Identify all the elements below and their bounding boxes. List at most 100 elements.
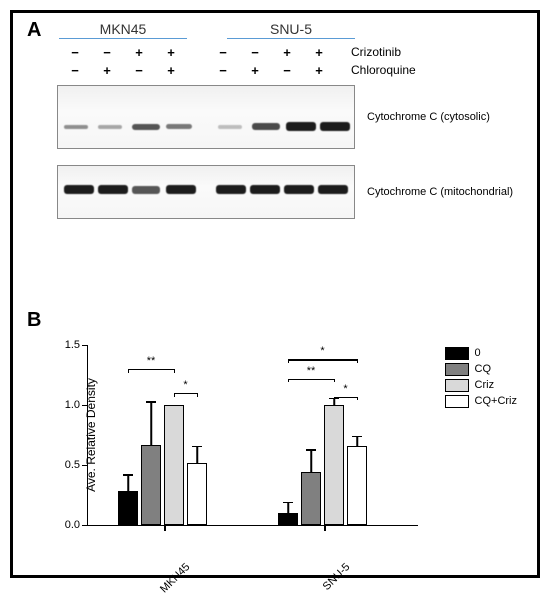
significance-tick	[288, 359, 289, 363]
legend-swatch	[445, 363, 469, 376]
treatment-mark: +	[239, 63, 271, 78]
cell-line-headers: MKN45 SNU-5	[59, 21, 527, 39]
x-tick	[324, 525, 326, 531]
blot-band	[98, 185, 128, 194]
significance-label: *	[176, 379, 196, 391]
significance-line	[174, 393, 197, 394]
western-blot	[57, 85, 355, 149]
blot-band	[320, 122, 350, 131]
blot-band	[318, 185, 348, 194]
blot-band	[216, 185, 246, 194]
blot-row: Cytochrome C (mitochondrial)	[57, 165, 527, 219]
blot-band	[132, 186, 160, 194]
bar	[187, 463, 207, 525]
error-bar	[127, 476, 129, 492]
error-cap	[306, 449, 316, 451]
blot-band	[250, 185, 280, 194]
legend-swatch	[445, 379, 469, 392]
y-tick-label: 1.0	[54, 399, 80, 411]
treatment-mark: −	[207, 45, 239, 60]
western-blot	[57, 165, 355, 219]
y-tick-label: 0.0	[54, 519, 80, 531]
x-tick-label: MKN45	[149, 561, 193, 605]
significance-line	[334, 397, 357, 398]
panel-a: MKN45SNU-5 −−++−−++Crizotinib−+−+−+−+Chl…	[23, 21, 527, 229]
error-cap	[352, 436, 362, 438]
blot-band	[98, 125, 122, 129]
significance-tick	[174, 393, 175, 397]
treatment-header-rows: −−++−−++Crizotinib−+−+−+−+Chloroquine	[59, 43, 527, 79]
legend-label: Criz	[475, 379, 495, 391]
significance-label: **	[301, 365, 321, 377]
significance-tick	[197, 393, 198, 397]
blot-label: Cytochrome C (cytosolic)	[367, 111, 490, 123]
y-tick	[82, 405, 88, 406]
y-tick	[82, 345, 88, 346]
blot-band	[218, 125, 242, 129]
error-cap	[192, 446, 202, 448]
cell-line-header: MKN45	[59, 21, 187, 39]
blot-band	[252, 123, 280, 130]
significance-line	[288, 379, 334, 380]
legend-swatch	[445, 395, 469, 408]
panel-b: Ave. Relative Density 0.00.51.01.5MKN45S…	[23, 313, 527, 567]
treatment-mark: +	[155, 63, 187, 78]
error-bar	[310, 451, 312, 473]
error-cap	[123, 474, 133, 476]
significance-tick	[357, 359, 358, 363]
blot-band	[284, 185, 314, 194]
legend-label: CQ	[475, 363, 492, 375]
treatment-label: Crizotinib	[351, 45, 401, 59]
y-tick	[82, 465, 88, 466]
treatment-mark: +	[155, 45, 187, 60]
legend-item: CQ	[445, 361, 517, 377]
blot-band	[132, 124, 160, 130]
blot-label: Cytochrome C (mitochondrial)	[367, 186, 513, 198]
significance-tick	[288, 379, 289, 383]
significance-label: **	[141, 355, 161, 367]
significance-tick	[128, 369, 129, 373]
y-tick	[82, 525, 88, 526]
treatment-mark: −	[207, 63, 239, 78]
treatment-mark: −	[239, 45, 271, 60]
legend-label: 0	[475, 347, 481, 359]
y-tick-label: 0.5	[54, 459, 80, 471]
significance-label: *	[313, 345, 333, 357]
bar-group	[118, 405, 210, 525]
treatment-mark: +	[91, 63, 123, 78]
blot-band	[166, 185, 196, 194]
error-bar	[287, 503, 289, 513]
treatment-label: Chloroquine	[351, 63, 416, 77]
error-cap	[283, 502, 293, 504]
treatment-mark: −	[271, 63, 303, 78]
legend-swatch	[445, 347, 469, 360]
treatment-mark: −	[123, 63, 155, 78]
significance-line	[288, 359, 357, 360]
significance-tick	[334, 397, 335, 401]
significance-line	[128, 369, 174, 370]
blot-area: Cytochrome C (cytosolic) Cytochrome C (mi…	[23, 85, 527, 229]
error-bar	[356, 437, 358, 445]
bar	[141, 445, 161, 525]
blot-band	[64, 125, 88, 129]
y-axis-label: Ave. Relative Density	[84, 378, 98, 492]
cell-line-header: SNU-5	[227, 21, 355, 39]
blot-band	[166, 124, 192, 129]
treatment-mark: −	[59, 63, 91, 78]
chart-legend: 0 CQ Criz CQ+Criz	[445, 345, 517, 409]
bar-chart: Ave. Relative Density 0.00.51.01.5MKN45S…	[87, 345, 418, 526]
significance-tick	[174, 369, 175, 373]
bar	[118, 491, 138, 525]
blot-row: Cytochrome C (cytosolic)	[57, 85, 527, 149]
error-bar	[196, 447, 198, 463]
legend-label: CQ+Criz	[475, 395, 517, 407]
blot-band	[286, 122, 316, 131]
figure-container: A MKN45SNU-5 −−++−−++Crizotinib−+−+−+−+C…	[10, 10, 540, 578]
error-bar	[150, 403, 152, 445]
treatment-mark: +	[303, 45, 335, 60]
treatment-mark: −	[59, 45, 91, 60]
treatment-mark: +	[303, 63, 335, 78]
x-tick	[164, 525, 166, 531]
treatment-mark: +	[123, 45, 155, 60]
error-cap	[146, 401, 156, 403]
